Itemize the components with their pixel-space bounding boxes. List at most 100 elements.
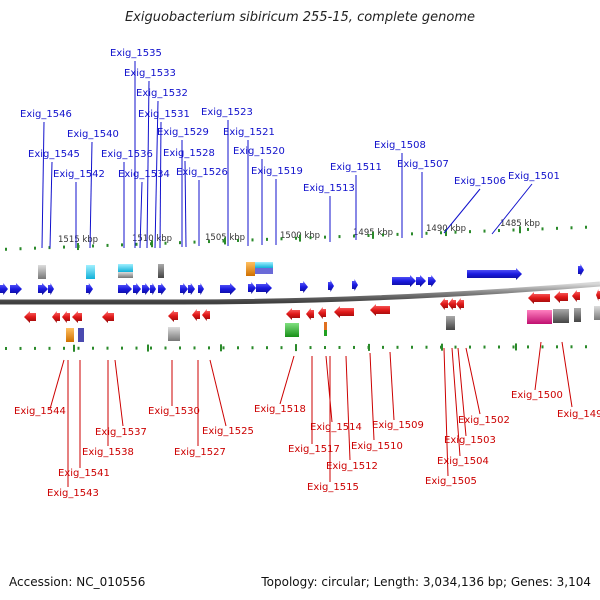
scale-label: 1515 kbp: [58, 235, 98, 245]
marker-box: [255, 262, 273, 268]
scale-label: 1510 kbp: [132, 234, 172, 244]
reverse-gene-label: Exig_1514: [310, 422, 362, 433]
gene-leader-line: [146, 80, 150, 249]
reverse-gene-arrow: [306, 308, 314, 320]
gene-leader-line: [389, 351, 395, 421]
marker-box: [324, 330, 327, 336]
scale-ticks: [5, 225, 587, 352]
forward-gene-arrow: [180, 283, 188, 295]
forward-gene-label: Exig_1546: [20, 109, 72, 120]
marker-box: [553, 309, 569, 323]
forward-gene-arrow: [248, 282, 256, 294]
gene-leader-line: [49, 359, 65, 410]
gene-leader-line: [279, 355, 295, 405]
forward-gene-label: Exig_1519: [251, 166, 303, 177]
forward-gene-arrow: [428, 275, 436, 287]
forward-gene-arrow: [220, 283, 236, 295]
forward-gene-label: Exig_1529: [157, 127, 209, 138]
reverse-gene-arrow: [168, 310, 178, 322]
reverse-gene-label: Exig_1517: [288, 444, 340, 455]
gene-leader-line: [451, 347, 461, 457]
map-title: Exiguobacterium sibiricum 255-15, comple…: [124, 10, 476, 25]
scale-label: 1485 kbp: [500, 219, 540, 229]
marker-box: [255, 268, 273, 274]
gene-leader-line: [114, 359, 124, 427]
forward-gene-arrow: [142, 283, 150, 295]
marker-box: [594, 306, 600, 320]
forward-gene-arrow: [578, 264, 584, 276]
reverse-gene-label: Exig_1512: [326, 461, 378, 472]
reverse-gene-arrow: [72, 311, 82, 323]
forward-gene-label: Exig_1513: [303, 183, 355, 194]
forward-gene-arrow: [133, 283, 141, 295]
forward-gene-arrow: [150, 283, 156, 295]
forward-gene-arrow: [467, 268, 522, 280]
reverse-gene-arrow: [440, 298, 448, 310]
marker-box: [66, 328, 74, 342]
forward-gene-label: Exig_1523: [201, 107, 253, 118]
forward-gene-label: Exig_1533: [124, 68, 176, 79]
forward-gene-arrow: [86, 283, 93, 295]
forward-gene-arrow: [328, 280, 334, 292]
reverse-gene-arrow: [456, 298, 464, 310]
reverse-gene-label: Exig_1537: [95, 427, 147, 438]
reverse-gene-arrow: [102, 311, 114, 323]
reverse-gene-arrows: [24, 289, 600, 323]
forward-gene-label: Exig_1501: [508, 171, 560, 182]
forward-gene-arrow: [392, 275, 416, 287]
marker-box: [168, 327, 180, 341]
forward-gene-arrow: [48, 283, 54, 295]
forward-gene-label: Exig_1506: [454, 176, 506, 187]
marker-box: [118, 264, 133, 272]
forward-gene-arrows: [0, 264, 584, 295]
reverse-gene-label: Exig_1525: [202, 426, 254, 437]
gene-leader-line: [154, 100, 159, 249]
reverse-gene-label: Exig_1504: [437, 456, 489, 467]
forward-gene-label: Exig_1542: [53, 169, 105, 180]
forward-gene-arrow: [352, 279, 358, 291]
reverse-gene-arrow: [318, 307, 326, 319]
marker-box: [324, 322, 327, 330]
reverse-gene-arrow: [62, 311, 70, 323]
forward-gene-arrow: [38, 283, 48, 295]
forward-gene-labels: Exig_1546 Exig_1545 Exig_1542 Exig_1540 Exig…: [20, 48, 560, 249]
reverse-gene-arrow: [370, 304, 390, 316]
accession-text: Accession: NC_010556: [9, 575, 146, 589]
gene-leader-line: [89, 141, 93, 249]
reverse-gene-arrow: [24, 311, 36, 323]
gene-leader-line: [491, 183, 533, 235]
gene-leader-line: [159, 121, 162, 249]
forward-gene-label: Exig_1508: [374, 140, 426, 151]
gene-leader-line: [443, 188, 481, 234]
gene-leader-line: [184, 160, 187, 248]
reverse-gene-label: Exig_1543: [47, 488, 99, 499]
marker-box: [78, 328, 84, 342]
scale-label: 1490 kbp: [426, 224, 466, 234]
reverse-gene-label: Exig_1503: [444, 435, 496, 446]
forward-gene-label: Exig_1540: [67, 129, 119, 140]
forward-gene-label: Exig_1545: [28, 149, 80, 160]
marker-box: [285, 323, 299, 337]
marker-box: [86, 265, 95, 279]
forward-gene-label: Exig_1507: [397, 159, 449, 170]
forward-gene-label: Exig_1528: [163, 148, 215, 159]
reverse-gene-arrow: [528, 292, 550, 304]
marker-box: [527, 310, 552, 324]
genome-backbone: [0, 281, 600, 305]
gene-leader-line: [561, 341, 573, 408]
gene-leader-line: [534, 341, 542, 391]
marker-box: [446, 316, 455, 330]
reverse-gene-arrow: [202, 309, 210, 321]
forward-gene-label: Exig_1536: [101, 149, 153, 160]
reverse-gene-label: Exig_1538: [82, 447, 134, 458]
annotation-markers: [38, 262, 600, 342]
reverse-gene-label: Exig_1499: [557, 409, 600, 420]
gene-leader-line: [49, 161, 53, 249]
reverse-gene-label: Exig_1541: [58, 468, 110, 479]
reverse-gene-arrow: [596, 289, 600, 301]
forward-gene-label: Exig_1526: [176, 167, 228, 178]
marker-box: [118, 272, 133, 278]
reverse-gene-label: Exig_1527: [174, 447, 226, 458]
gene-leader-line: [139, 181, 143, 249]
